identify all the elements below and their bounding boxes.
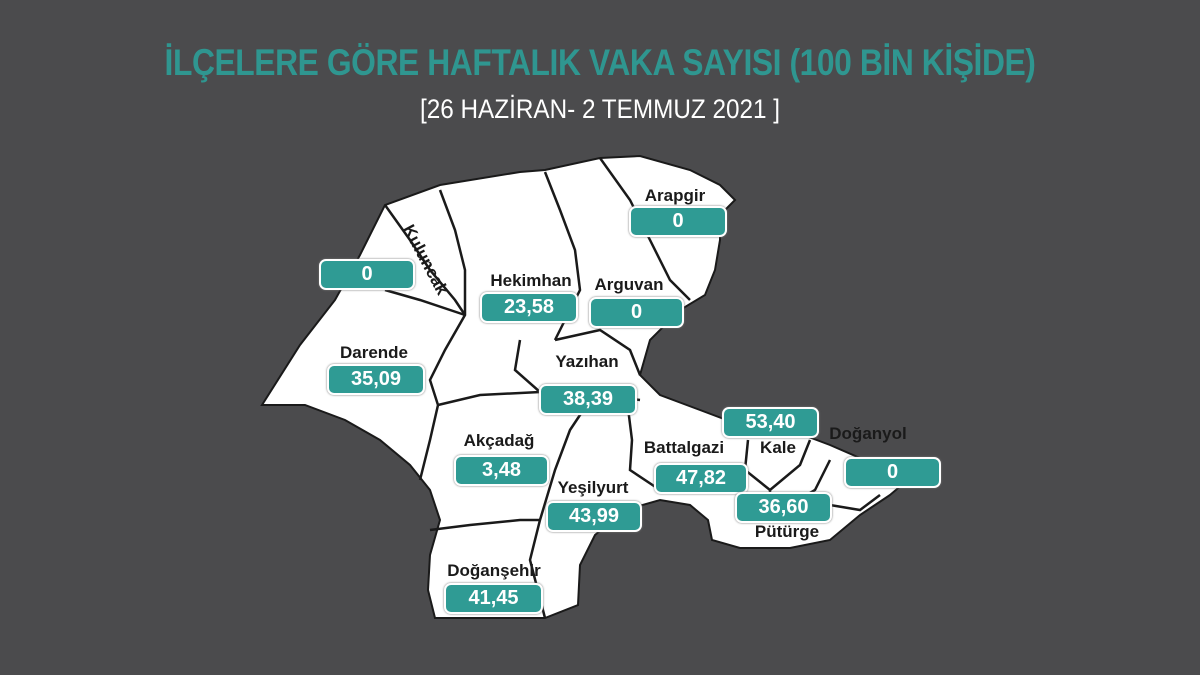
district-name-darende: Darende — [339, 343, 409, 362]
district-name-kale: Kale — [760, 438, 796, 457]
district-name-doganyol: Doğanyol — [829, 424, 907, 443]
district-name-battalgazi: Battalgazi — [643, 438, 725, 457]
district-value-battalgazi: 47,82 — [654, 463, 748, 494]
district-value-dogansehir: 41,45 — [444, 583, 543, 614]
district-name-hekimhan: Hekimhan — [490, 271, 572, 290]
district-name-yazihan: Yazıhan — [555, 352, 619, 371]
map-title: İLÇELERE GÖRE HAFTALIK VAKA SAYISI (100 … — [164, 42, 1036, 83]
district-name-yesilyurt: Yeşilyurt — [557, 478, 629, 497]
district-name-arapgir: Arapgir — [644, 186, 706, 205]
date-range: [26 HAZİRAN- 2 TEMMUZ 2021 ] — [419, 94, 781, 124]
district-value-darende: 35,09 — [327, 364, 425, 395]
district-name-dogansehir: Doğanşehir — [447, 561, 541, 580]
district-name-puturge: Pütürge — [754, 522, 820, 541]
district-name-akcadag: Akçadağ — [463, 431, 535, 450]
district-value-yesilyurt: 43,99 — [546, 501, 642, 532]
district-value-puturge: 36,60 — [735, 492, 832, 523]
district-value-yazihan: 38,39 — [539, 384, 637, 415]
district-value-kuluncak: 0 — [319, 259, 415, 290]
district-value-hekimhan: 23,58 — [480, 292, 578, 323]
district-value-doganyol: 0 — [844, 457, 941, 488]
district-value-arapgir: 0 — [629, 206, 727, 237]
district-name-arguvan: Arguvan — [594, 275, 664, 294]
district-value-akcadag: 3,48 — [454, 455, 549, 486]
district-value-kale: 53,40 — [722, 407, 819, 438]
district-value-arguvan: 0 — [589, 297, 684, 328]
